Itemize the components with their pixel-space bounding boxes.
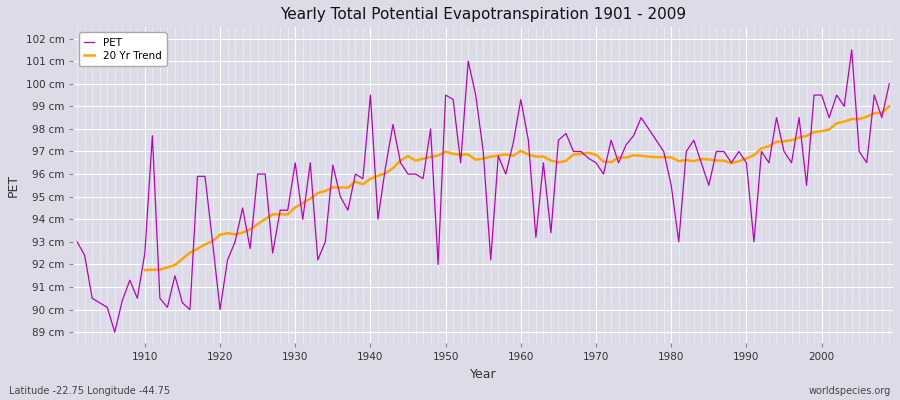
Legend: PET, 20 Yr Trend: PET, 20 Yr Trend [78, 32, 166, 66]
PET [305, 160, 316, 165]
PET [110, 330, 121, 334]
20 Yr Trend [884, 104, 895, 109]
20 Yr Trend [140, 268, 150, 272]
Text: Latitude -22.75 Longitude -44.75: Latitude -22.75 Longitude -44.75 [9, 386, 170, 396]
PET [516, 97, 526, 102]
20 Yr Trend [824, 127, 834, 132]
PET [350, 172, 361, 176]
PET [846, 48, 857, 52]
Line: 20 Yr Trend: 20 Yr Trend [145, 106, 889, 270]
20 Yr Trend [283, 212, 293, 217]
X-axis label: Year: Year [470, 368, 497, 381]
20 Yr Trend [583, 150, 594, 155]
PET [72, 240, 83, 244]
PET [523, 138, 534, 143]
Y-axis label: PET: PET [7, 174, 20, 197]
Title: Yearly Total Potential Evapotranspiration 1901 - 2009: Yearly Total Potential Evapotranspiratio… [280, 7, 687, 22]
20 Yr Trend [846, 117, 857, 122]
Line: PET: PET [77, 50, 889, 332]
Text: worldspecies.org: worldspecies.org [809, 386, 891, 396]
PET [613, 160, 624, 165]
20 Yr Trend [312, 191, 323, 196]
20 Yr Trend [523, 152, 534, 157]
PET [140, 251, 150, 256]
PET [884, 81, 895, 86]
